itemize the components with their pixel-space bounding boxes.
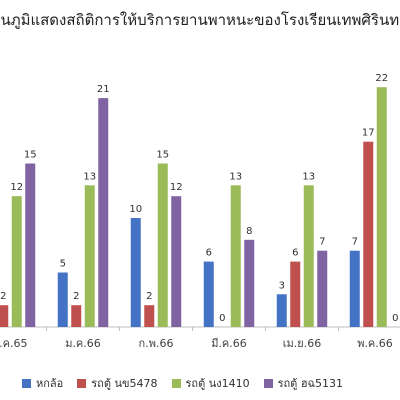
data-label: 2	[146, 291, 152, 302]
x-tick-label: ม.ค.66	[65, 337, 101, 350]
bar	[71, 305, 82, 327]
legend-item: หกล้อ	[22, 374, 63, 392]
data-label: 0	[392, 313, 398, 324]
bar	[303, 185, 314, 327]
data-label: 21	[97, 84, 110, 95]
legend-item: รถตู้ ฮฉ5131	[263, 374, 344, 392]
legend-label: หกล้อ	[36, 377, 64, 390]
bar	[84, 185, 95, 327]
data-label: 12	[170, 182, 183, 193]
bar	[130, 218, 141, 327]
x-tick-label: ก.พ.66	[139, 337, 174, 350]
bar	[244, 239, 255, 327]
legend-label: รถตู้ นง1410	[185, 377, 250, 390]
bar	[11, 196, 22, 327]
legend: หกล้อ รถตู้ นข5478 รถตู้ นง1410 รถตู้ ฮฉ513…	[22, 374, 343, 392]
chart-title: แผนภูมิแสดงสถิติการให้บริการยานพาหนะของโ…	[0, 11, 400, 29]
bar	[0, 305, 9, 327]
data-label: 8	[246, 226, 252, 237]
bar	[144, 305, 155, 327]
bar	[25, 163, 36, 327]
bar	[363, 141, 374, 327]
data-label: 5	[60, 259, 66, 270]
x-tick-label: เม.ย.66	[283, 337, 321, 350]
x-tick-label: พ.ค.66	[357, 337, 393, 350]
x-tick-label: มี.ค.66	[211, 337, 247, 350]
data-label: 12	[10, 182, 23, 193]
bar	[157, 163, 168, 327]
bar	[317, 250, 328, 327]
bar	[349, 250, 360, 327]
legend-swatch	[171, 378, 181, 388]
bar	[171, 196, 182, 327]
data-label: 0	[219, 313, 225, 324]
legend-label: รถตู้ ฮฉ5131	[277, 377, 344, 390]
bar	[376, 87, 387, 327]
data-label: 3	[279, 280, 285, 291]
bar	[98, 98, 109, 327]
data-label: 13	[83, 171, 96, 182]
legend-swatch	[22, 378, 31, 388]
data-label: 2	[73, 291, 79, 302]
bar	[203, 261, 214, 327]
data-label: 22	[375, 73, 388, 84]
data-label: 2	[0, 291, 6, 302]
data-label: 13	[229, 171, 242, 182]
bar	[230, 185, 241, 327]
bar	[57, 272, 68, 327]
bar	[290, 261, 301, 327]
legend-swatch	[77, 378, 87, 388]
legend-item: รถตู้ นง1410	[171, 374, 250, 392]
data-label: 15	[156, 150, 169, 161]
legend-item: รถตู้ นข5478	[77, 374, 158, 392]
legend-swatch	[263, 378, 273, 388]
data-label: 7	[319, 237, 325, 248]
legend-label: รถตู้ นข5478	[91, 377, 158, 390]
data-label: 13	[302, 171, 315, 182]
data-label: 15	[24, 150, 37, 161]
data-label: 6	[206, 248, 212, 259]
data-label: 10	[129, 204, 142, 215]
data-label: 6	[292, 248, 298, 259]
data-label: 7	[352, 237, 358, 248]
bar	[276, 294, 287, 327]
x-tick-label: ธ.ค.65	[0, 337, 28, 350]
data-label: 17	[362, 128, 375, 139]
